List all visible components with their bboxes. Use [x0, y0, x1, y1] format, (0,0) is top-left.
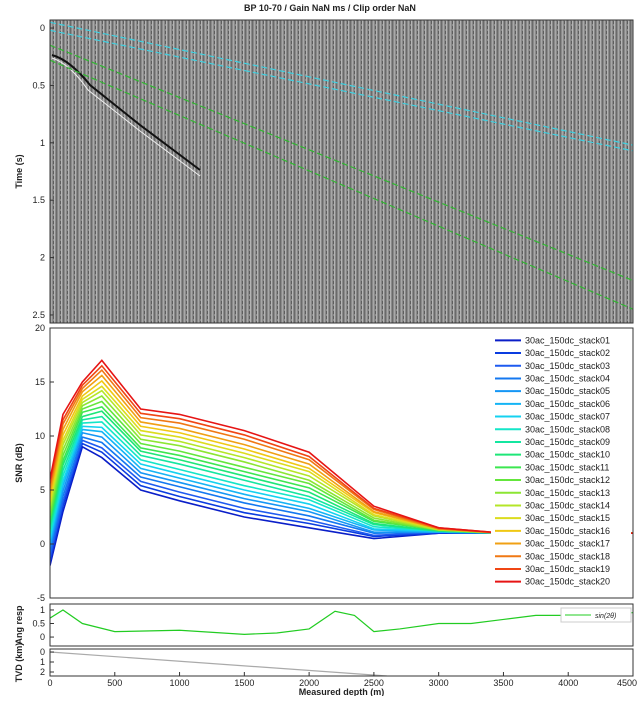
legend-label: 30ac_150dc_stack06 — [525, 399, 610, 409]
legend-label: 30ac_150dc_stack17 — [525, 539, 610, 549]
data-line — [50, 44, 633, 282]
legend-label: 30ac_150dc_stack16 — [525, 526, 610, 536]
x-tick-label: 4000 — [558, 678, 578, 688]
legend-label: 30ac_150dc_stack03 — [525, 361, 610, 371]
series-group — [50, 359, 633, 566]
data-line — [50, 21, 633, 146]
legend-label: 30ac_150dc_stack20 — [525, 577, 610, 587]
legend-label: 30ac_150dc_stack14 — [525, 500, 610, 510]
y-tick-label: 1.5 — [32, 195, 45, 205]
x-axis-label: Measured depth (m) — [299, 687, 385, 696]
plot-frame — [49, 19, 634, 324]
plot-frame — [49, 648, 634, 677]
legend-label: 30ac_150dc_stack05 — [525, 386, 610, 396]
legend-box — [560, 607, 632, 623]
x-tick-label: 2500 — [364, 678, 384, 688]
x-tick-label: 1000 — [170, 678, 190, 688]
x-tick-label: 4500 — [617, 678, 637, 688]
data-line — [50, 442, 633, 562]
series-group — [50, 21, 633, 310]
y-tick-label: 0.5 — [32, 619, 45, 629]
y-tick-label: 5 — [40, 485, 45, 495]
plot-frame — [49, 327, 634, 599]
x-tick-label: 0 — [47, 678, 52, 688]
y-tick-label: 1 — [40, 138, 45, 148]
legend-label: 30ac_150dc_stack08 — [525, 424, 610, 434]
legend-label: 30ac_150dc_stack19 — [525, 564, 610, 574]
first-break — [51, 57, 201, 177]
y-tick-label: 1 — [40, 605, 45, 615]
data-line — [50, 29, 633, 152]
legend-label: 30ac_150dc_stack09 — [525, 437, 610, 447]
legend-label: 30ac_150dc_stack12 — [525, 475, 610, 485]
legend-label: 30ac_150dc_stack04 — [525, 373, 610, 383]
legend-label: 30ac_150dc_stack15 — [525, 513, 610, 523]
legend-label: 30ac_150dc_stack11 — [525, 462, 609, 472]
x-tick-label: 1500 — [234, 678, 254, 688]
first-break — [51, 54, 201, 171]
plot-area — [50, 604, 633, 646]
y-tick-label: 0 — [40, 632, 45, 642]
y-tick-label: 2.5 — [32, 310, 45, 320]
x-tick-label: 500 — [107, 678, 122, 688]
data-line — [50, 359, 633, 535]
data-line — [50, 389, 633, 535]
legend-label: 30ac_150dc_stack01 — [525, 335, 610, 345]
y-axis-label: TVD (km) — [14, 643, 24, 683]
legend-box — [491, 332, 631, 590]
data-line — [50, 651, 387, 676]
y-tick-label: 0 — [40, 23, 45, 33]
y-tick-label: 2 — [40, 253, 45, 263]
y-tick-label: 0 — [40, 647, 45, 657]
y-tick-label: 2 — [40, 667, 45, 677]
legend-label: 30ac_150dc_stack10 — [525, 450, 610, 460]
y-tick-label: 10 — [35, 431, 45, 441]
data-line — [50, 410, 633, 535]
y-tick-label: 0.5 — [32, 80, 45, 90]
plot-area — [50, 649, 633, 676]
legend-label: 30ac_150dc_stack02 — [525, 348, 610, 358]
x-tick-label: 3500 — [493, 678, 513, 688]
y-tick-label: 15 — [35, 377, 45, 387]
series-group — [50, 609, 633, 635]
legend-label: 30ac_150dc_stack07 — [525, 412, 610, 422]
y-tick-label: 1 — [40, 657, 45, 667]
y-tick-label: 0 — [40, 539, 45, 549]
legend-label: 30ac_150dc_stack13 — [525, 488, 610, 498]
plot-frame — [49, 603, 634, 647]
data-line — [50, 368, 633, 535]
y-axis-label: SNR (dB) — [14, 443, 24, 483]
y-axis-label: Time (s) — [14, 154, 24, 188]
data-line — [50, 59, 633, 310]
chart-title: BP 10-70 / Gain NaN ms / Clip order NaN — [244, 3, 416, 13]
x-tick-label: 2000 — [299, 678, 319, 688]
series-group — [50, 651, 387, 676]
x-tick-label: 3000 — [429, 678, 449, 688]
y-tick-label: 20 — [35, 323, 45, 333]
data-line — [50, 428, 633, 544]
y-tick-label: -5 — [37, 593, 45, 603]
data-line — [50, 609, 633, 635]
y-axis-label: Ang resp — [14, 605, 24, 645]
seismic-image — [50, 20, 633, 323]
legend-label: 30ac_150dc_stack18 — [525, 551, 610, 561]
legend-label: sin(2θ) — [595, 613, 616, 620]
